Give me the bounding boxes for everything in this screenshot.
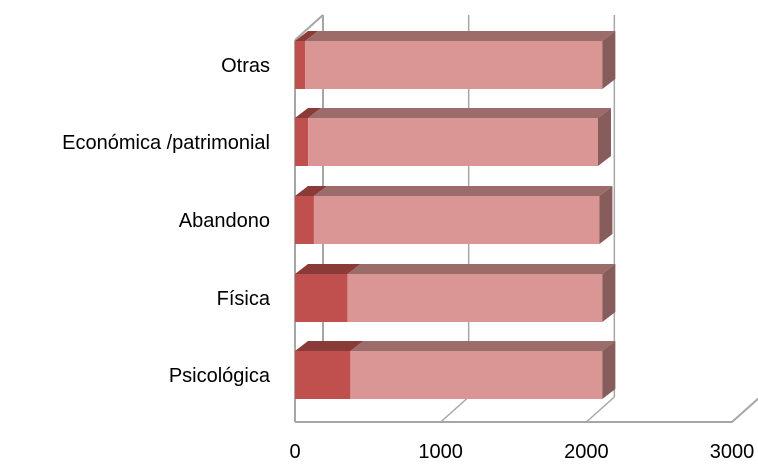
bar-segment-2-0 xyxy=(350,341,616,399)
bar-top-face xyxy=(295,186,327,196)
bar-top-face xyxy=(295,31,319,41)
bar-top-face xyxy=(308,108,611,118)
bar-segment-2-4 xyxy=(305,31,616,89)
bar-top-face xyxy=(295,264,361,274)
category-label: Psicológica xyxy=(169,365,271,387)
x-tick-label: 3000 xyxy=(710,441,755,463)
bar-front-face xyxy=(308,118,598,166)
category-label: Económica /patrimonial xyxy=(62,132,270,154)
bar-top-face xyxy=(295,341,364,351)
category-label: Física xyxy=(217,288,271,310)
bar-top-face xyxy=(313,186,613,196)
bar-top-face xyxy=(350,341,616,351)
bar-front-face xyxy=(313,196,600,244)
bars xyxy=(295,31,616,399)
bar-front-face xyxy=(295,41,306,89)
x-tick-label: 1000 xyxy=(418,441,463,463)
bar-segment-1-3 xyxy=(295,108,322,166)
bar-front-face xyxy=(295,351,351,399)
bar-side-face xyxy=(599,186,613,244)
gridline-floor-3000 xyxy=(731,397,758,423)
bar-segment-1-1 xyxy=(295,264,361,322)
left-wall-top-edge xyxy=(294,14,324,41)
bar-front-face xyxy=(347,274,603,322)
bar-front-face xyxy=(295,274,348,322)
bar-segment-2-2 xyxy=(313,186,613,244)
gridline-floor-2000 xyxy=(585,396,615,423)
floor-front-edge xyxy=(295,397,758,423)
bar-segment-2-3 xyxy=(308,108,611,166)
bar-segment-2-1 xyxy=(347,264,616,322)
bar-top-face xyxy=(295,108,322,118)
category-label: Otras xyxy=(221,55,270,77)
bar-front-face xyxy=(305,41,603,89)
bar-side-face xyxy=(597,108,611,166)
bar-front-face xyxy=(295,196,314,244)
gridline-floor-1000 xyxy=(440,396,470,423)
bar-front-face xyxy=(295,118,309,166)
bar-side-face xyxy=(602,31,616,89)
category-labels: Psicológica Física Abandono Económica /patr… xyxy=(62,55,271,387)
bar-side-face xyxy=(602,264,616,322)
bar-segment-1-2 xyxy=(295,186,327,244)
bar-segment-1-4 xyxy=(295,31,319,89)
bar-top-face xyxy=(347,264,616,274)
x-tick-labels: 0 1000 2000 3000 xyxy=(289,441,754,463)
bar-front-face xyxy=(350,351,603,399)
x-tick-label: 2000 xyxy=(564,441,609,463)
bar-top-face xyxy=(305,31,616,41)
category-label: Abandono xyxy=(179,210,270,232)
bar-segment-1-0 xyxy=(295,341,364,399)
x-tick-label: 0 xyxy=(289,441,300,463)
bar-side-face xyxy=(602,341,616,399)
